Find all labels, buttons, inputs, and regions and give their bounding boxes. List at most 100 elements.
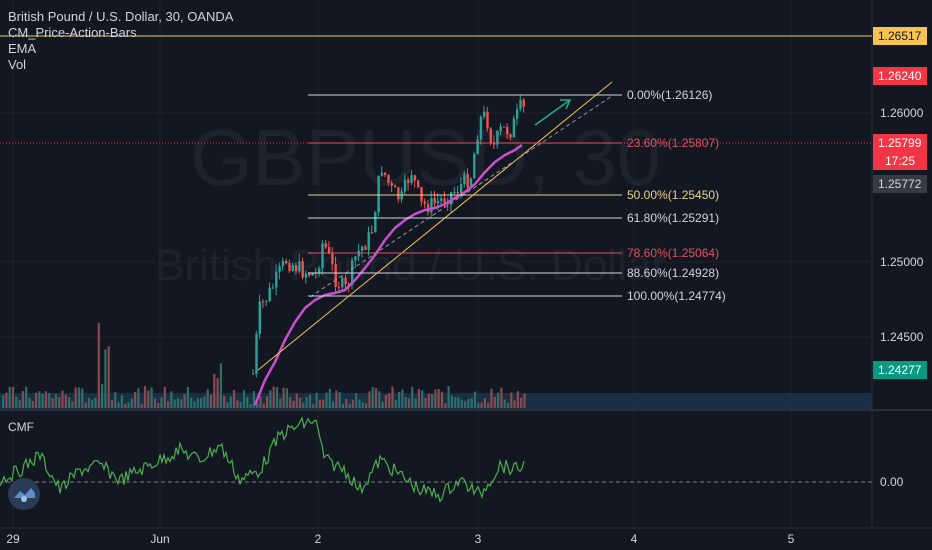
volume-bar — [289, 397, 292, 408]
candle-body — [492, 142, 496, 145]
volume-bar — [457, 397, 460, 408]
candle-body — [265, 300, 268, 302]
candle-body — [450, 192, 453, 205]
volume-bar — [355, 393, 358, 408]
candle-body — [519, 99, 522, 110]
volume-bar — [233, 389, 236, 408]
symbol-title[interactable]: British Pound / U.S. Dollar, 30, OANDA — [8, 9, 234, 24]
grid — [0, 0, 872, 528]
candle-body — [321, 243, 324, 269]
time-label-jun: Jun — [150, 532, 169, 546]
candle-body — [291, 265, 294, 271]
candle-body — [483, 111, 486, 117]
volume-bar — [104, 349, 107, 408]
volume-bar — [97, 322, 100, 408]
volume-bar — [87, 397, 90, 408]
candle-body — [410, 175, 413, 183]
volume-bar — [516, 391, 519, 408]
candle-body — [499, 126, 502, 132]
indicator-vol[interactable]: Vol — [8, 57, 27, 72]
volume-bar — [460, 399, 463, 408]
volume-bar — [48, 393, 51, 408]
fib-label-1: 23.60%(1.25807) — [627, 136, 719, 150]
candle-body — [261, 301, 265, 303]
volume-bar — [25, 386, 28, 408]
candle-body — [364, 246, 367, 250]
volume-bar — [407, 398, 411, 408]
volume-bar — [176, 398, 180, 408]
trend-line[interactable] — [257, 81, 613, 371]
volume-bar — [292, 400, 295, 408]
volume-bar — [130, 398, 133, 408]
volume-bar — [444, 403, 447, 408]
arrow-icon[interactable] — [534, 99, 572, 126]
price-tick-1: 1.26000 — [880, 106, 924, 120]
volume-bar — [180, 399, 183, 408]
current-price-tag: 1.25799 — [873, 134, 927, 152]
volume-bar — [213, 373, 216, 408]
trend-line-dashed[interactable] — [309, 95, 613, 298]
volume-bar — [520, 397, 523, 408]
volume-bar — [341, 403, 345, 408]
volume-bar — [513, 400, 516, 408]
volume-bar — [269, 390, 272, 408]
candle-body — [354, 256, 357, 261]
volume-bar — [64, 394, 67, 408]
candle-body — [374, 212, 377, 233]
candle-body — [327, 247, 331, 254]
volume-bar — [272, 386, 275, 408]
indicator-price-action-bars[interactable]: CM_Price-Action-Bars — [8, 25, 137, 40]
volume-bar — [299, 397, 302, 408]
candle-body — [403, 179, 407, 192]
candle-body — [271, 287, 275, 289]
volume-bar — [312, 403, 315, 408]
volume-bar — [5, 392, 8, 408]
candle-body — [384, 172, 387, 175]
candle-body — [278, 266, 281, 272]
price-tick-2: 1.25000 — [880, 255, 924, 269]
high-price-tag: 1.26240 — [873, 67, 927, 85]
volume-bar — [401, 389, 404, 408]
volume-bar — [381, 401, 384, 408]
time-label-3: 3 — [475, 532, 482, 546]
volume-bar — [68, 397, 71, 408]
candle-body — [417, 180, 420, 187]
time-label-2: 2 — [315, 532, 322, 546]
volume-bar — [378, 391, 381, 408]
candle-body — [390, 183, 393, 186]
volume-bar — [117, 402, 120, 408]
volume-bar — [160, 397, 163, 408]
volume-bar — [114, 392, 117, 408]
watermark-symbol: GBPUSD, 30 — [190, 113, 661, 202]
price-tick-3: 1.24500 — [880, 330, 924, 344]
indicator-ema[interactable]: EMA — [8, 41, 37, 56]
volume-bar — [322, 399, 325, 408]
candle-body — [255, 334, 258, 374]
volume-price-tag: 1.24277 — [873, 361, 927, 379]
candle-body — [275, 271, 278, 288]
fib-retracement[interactable] — [308, 94, 622, 297]
volume-bar — [124, 403, 127, 408]
volume-bar — [21, 390, 24, 408]
candle-body — [436, 200, 440, 204]
volume-bar — [335, 390, 338, 408]
volume-bar — [282, 387, 285, 408]
volume-bar — [120, 395, 123, 408]
candle-body — [486, 111, 489, 129]
time-label-4: 4 — [631, 532, 638, 546]
candle-body — [506, 126, 509, 135]
volume-bar — [464, 401, 467, 408]
tradingview-logo-icon[interactable] — [8, 478, 40, 510]
volume-bar — [427, 393, 430, 408]
volume-bar — [91, 399, 94, 408]
candle-body — [397, 187, 400, 200]
time-label-29: 29 — [6, 532, 20, 546]
candle-body — [509, 134, 512, 138]
cmf-title[interactable]: CMF — [8, 420, 34, 434]
cmf-line[interactable] — [0, 416, 525, 503]
candle-body — [288, 263, 291, 271]
ema-line[interactable] — [253, 143, 523, 406]
volume-bar — [242, 390, 246, 408]
volume-bar — [216, 377, 219, 408]
